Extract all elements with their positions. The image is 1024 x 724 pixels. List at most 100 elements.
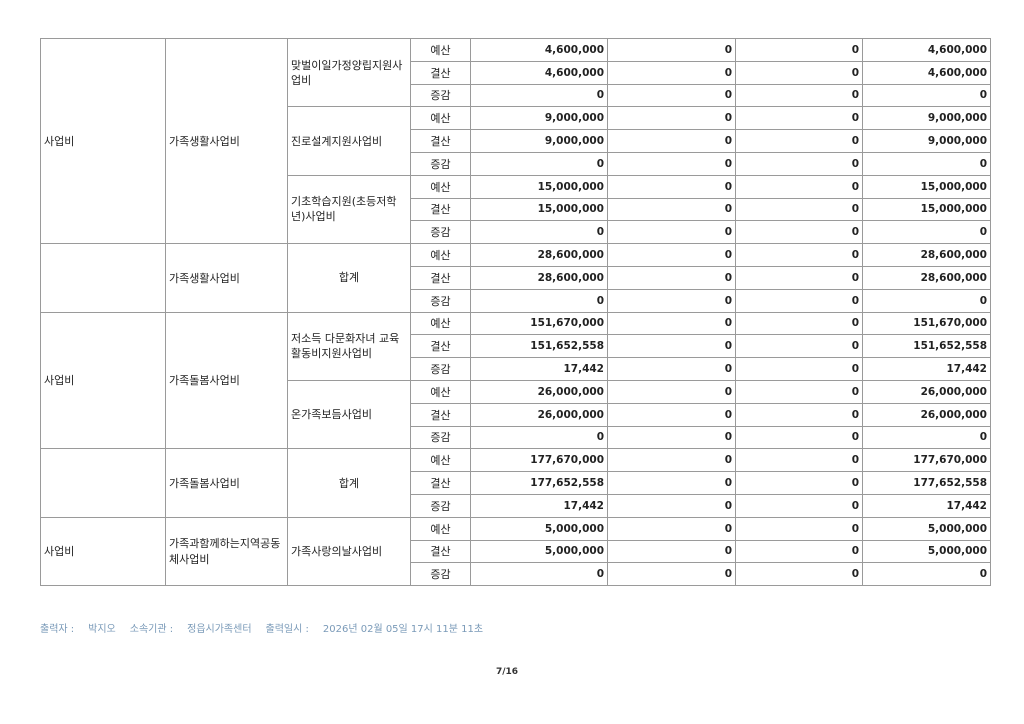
amount-cell: 28,600,000 [470, 243, 608, 267]
amount-cell: 9,000,000 [862, 106, 991, 131]
table-row: 증감 0 0 0 0 [41, 83, 991, 108]
amount-cell: 0 [735, 311, 863, 336]
row-label-cell: 결산 [410, 539, 471, 564]
amount-cell: 0 [607, 334, 736, 359]
row-label-cell: 증감 [410, 151, 471, 176]
table-row: 진로설계지원사업비 예산 9,000,000 0 0 9,000,000 [41, 106, 991, 176]
amount-cell: 15,000,000 [470, 197, 608, 222]
amount-cell: 0 [607, 220, 736, 245]
page-number: 7/16 [496, 667, 519, 677]
amount-cell: 177,652,558 [862, 471, 991, 495]
amount-cell: 15,000,000 [862, 174, 991, 199]
amount-cell: 0 [607, 243, 736, 267]
amount-cell: 28,600,000 [862, 265, 991, 290]
row-label-cell: 결산 [410, 471, 471, 495]
amount-cell: 151,652,558 [862, 334, 991, 359]
row-label-cell: 예산 [410, 448, 471, 473]
amount-cell: 0 [735, 288, 863, 313]
amount-cell: 5,000,000 [470, 516, 608, 541]
item-name-cell: 진로설계지원사업비 [287, 106, 411, 176]
print-footer: 출력자 : 박지오 소속기관 : 정읍시가족센터 출력일시 : 2026년 02월 05일… [40, 620, 497, 635]
table-row: 결산 26,000,000 0 0 26,000,000 [41, 402, 991, 427]
amount-cell: 9,000,000 [470, 106, 608, 131]
amount-cell: 0 [607, 357, 736, 381]
table-row: 사업비 가족돌봄사업비 저소득 다문화자녀 교육활동비지원사업비 예산 151,670,… [40, 311, 991, 450]
amount-cell: 0 [470, 288, 608, 313]
amount-cell: 0 [735, 493, 863, 518]
amount-cell: 0 [735, 174, 863, 199]
row-label-cell: 증감 [410, 425, 471, 450]
table-row: 결산 9,000,000 0 0 9,000,000 [41, 129, 991, 153]
amount-cell: 0 [607, 288, 736, 313]
item-name-cell: 저소득 다문화자녀 교육활동비지원사업비 [287, 311, 411, 381]
amount-cell: 0 [735, 539, 863, 564]
amount-cell: 0 [735, 425, 863, 450]
amount-cell: 0 [735, 471, 863, 495]
table-row: 온가족보듬사업비 예산 26,000,000 0 0 26,000,000 [41, 379, 991, 450]
amount-cell: 0 [607, 151, 736, 176]
table-row: 결산 5,000,000 0 0 5,000,000 [41, 539, 991, 564]
amount-cell: 0 [607, 471, 736, 495]
amount-cell: 4,600,000 [862, 60, 991, 85]
table-row: 증감 17,442 0 0 17,442 [41, 493, 991, 518]
amount-cell: 0 [607, 129, 736, 153]
amount-cell: 0 [607, 106, 736, 131]
row-label-cell: 결산 [410, 265, 471, 290]
amount-cell: 0 [735, 83, 863, 108]
table-row: 증감 0 0 0 0 [41, 220, 991, 245]
category-2-cell: 가족과함께하는지역공동체사업비 [165, 516, 288, 587]
amount-cell: 0 [862, 562, 991, 587]
budget-table: 사업비 가족생활사업비 맞벌이일가정양립지원사업비 예산 4,600,000 0 0 4,60… [40, 37, 991, 587]
amount-cell: 151,670,000 [470, 311, 608, 336]
amount-cell: 0 [862, 151, 991, 176]
amount-cell: 0 [735, 516, 863, 541]
amount-cell: 4,600,000 [862, 38, 991, 62]
amount-cell: 151,670,000 [862, 311, 991, 336]
amount-cell: 17,442 [470, 357, 608, 381]
amount-cell: 0 [735, 220, 863, 245]
amount-cell: 0 [862, 425, 991, 450]
amount-cell: 0 [735, 402, 863, 427]
amount-cell: 151,652,558 [470, 334, 608, 359]
item-name-cell: 맞벌이일가정양립지원사업비 [287, 37, 411, 108]
category-1-cell: 사업비 [40, 37, 166, 245]
amount-cell: 28,600,000 [470, 265, 608, 290]
amount-cell: 0 [735, 151, 863, 176]
amount-cell: 0 [607, 197, 736, 222]
row-label-cell: 예산 [410, 38, 471, 62]
amount-cell: 9,000,000 [862, 129, 991, 153]
row-label-cell: 결산 [410, 197, 471, 222]
table-row: 기초학습지원(초등저학년)사업비 예산 15,000,000 0 0 15,000,000 [41, 174, 991, 245]
table-row: 가족생활사업비 합계 예산 28,600,000 0 0 28,600,000 [40, 243, 991, 313]
amount-cell: 0 [607, 83, 736, 108]
amount-cell: 28,600,000 [862, 243, 991, 267]
amount-cell: 0 [607, 311, 736, 336]
amount-cell: 0 [607, 174, 736, 199]
amount-cell: 0 [862, 288, 991, 313]
row-label-cell: 증감 [410, 83, 471, 108]
amount-cell: 0 [735, 129, 863, 153]
row-label-cell: 증감 [410, 493, 471, 518]
amount-cell: 0 [470, 83, 608, 108]
table-row: 사업비 가족과함께하는지역공동체사업비 가족사랑의날사업비 예산 5,000,000 0 0… [40, 516, 991, 587]
amount-cell: 177,652,558 [470, 471, 608, 495]
amount-cell: 4,600,000 [470, 38, 608, 62]
amount-cell: 0 [735, 60, 863, 85]
amount-cell: 26,000,000 [470, 379, 608, 404]
amount-cell: 0 [607, 448, 736, 473]
amount-cell: 0 [470, 562, 608, 587]
row-label-cell: 증감 [410, 220, 471, 245]
amount-cell: 17,442 [862, 493, 991, 518]
row-label-cell: 증감 [410, 288, 471, 313]
amount-cell: 26,000,000 [862, 402, 991, 427]
row-label-cell: 예산 [410, 243, 471, 267]
amount-cell: 0 [735, 357, 863, 381]
amount-cell: 0 [607, 402, 736, 427]
amount-cell: 15,000,000 [470, 174, 608, 199]
amount-cell: 0 [735, 448, 863, 473]
amount-cell: 0 [735, 106, 863, 131]
amount-cell: 0 [735, 334, 863, 359]
amount-cell: 0 [735, 265, 863, 290]
amount-cell: 4,600,000 [470, 60, 608, 85]
table-row: 사업비 가족생활사업비 맞벌이일가정양립지원사업비 예산 4,600,000 0 0 4,60… [40, 37, 991, 245]
